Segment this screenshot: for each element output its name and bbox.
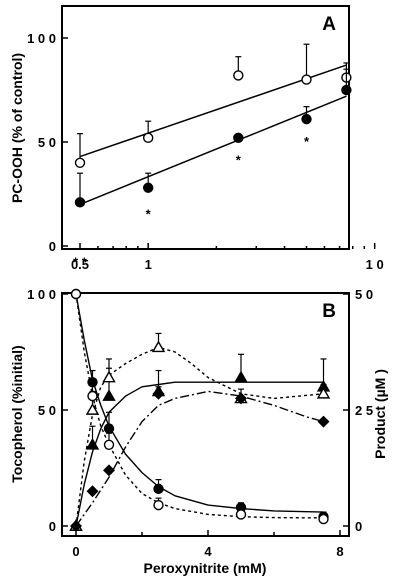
panel-b-x-tick-label: 4 bbox=[204, 544, 212, 559]
panel-b-plot: 0 4 805 01 0 002 55 0 bbox=[27, 287, 373, 559]
panel-b-series-4-point bbox=[317, 415, 330, 428]
panel-a-series-1-point bbox=[142, 182, 154, 193]
panel-b-y-tick-label: 0 bbox=[49, 519, 56, 534]
panel-a-series-0-point bbox=[301, 74, 312, 85]
panel-b-series-3-point bbox=[151, 340, 166, 353]
panel-b-series-1-point bbox=[70, 288, 82, 300]
panel-b-series-3-point bbox=[85, 403, 100, 415]
panel-b-xlabel: Peroxynitrite (mM) bbox=[144, 560, 267, 576]
panel-b: B Tocopherol (%initial) Product (µM ) Pe… bbox=[9, 287, 388, 576]
panel-a-significance-mark: * * bbox=[73, 254, 88, 269]
panel-b-y2label: Product (µM ) bbox=[372, 369, 388, 459]
panel-a-ylabel: PC-OOH (% of control) bbox=[9, 53, 25, 203]
panel-b-series-0-curve bbox=[75, 293, 324, 513]
panel-b-series-4-point bbox=[86, 485, 99, 498]
panel-a-frame bbox=[61, 5, 350, 250]
panel-a-x-tick-label: 1 0 bbox=[366, 257, 384, 272]
panel-a-plot: 0.5 1 1 0 0 5 0 1 0 0 * * * * * bbox=[27, 31, 384, 272]
panel-b-series-4-point bbox=[103, 464, 115, 477]
panel-b-x-tick-label: 0 bbox=[72, 544, 79, 559]
panel-b-series-1-point bbox=[153, 499, 164, 511]
panel-a-series-1-fit-line bbox=[79, 95, 347, 206]
panel-a-y-tick-label: 1 0 0 bbox=[27, 31, 56, 46]
panel-b-series-1-point bbox=[318, 513, 329, 525]
panel-b-series-4-curve bbox=[75, 390, 324, 527]
panel-b-series-1-point bbox=[235, 509, 247, 520]
panel-b-y2-tick-label: 2 5 bbox=[355, 403, 373, 418]
panel-b-series-1-point bbox=[87, 390, 98, 402]
panel-a-y-tick-label: 5 0 bbox=[38, 135, 56, 150]
panel-b-y-tick-label: 5 0 bbox=[38, 403, 56, 418]
panel-b-series-0-point bbox=[87, 376, 98, 388]
panel-a-y-tick-label: 0 bbox=[49, 239, 56, 254]
panel-a-significance-mark: * bbox=[304, 134, 310, 149]
panel-a-series-1-point bbox=[233, 132, 244, 144]
panel-a-label: A bbox=[322, 14, 336, 35]
panel-b-label: B bbox=[322, 301, 336, 322]
panel-b-series-0-point bbox=[103, 423, 115, 434]
panel-a-series-1-point bbox=[301, 113, 312, 125]
panel-a-series-0-point bbox=[233, 70, 244, 81]
panel-b-series-3-point bbox=[102, 370, 116, 383]
panel-b-frame bbox=[61, 292, 350, 537]
panel-a-x-tick-label: 1 bbox=[145, 257, 152, 272]
panel-a-series-1-point bbox=[341, 84, 352, 96]
panel-b-y2-tick-label: 5 0 bbox=[355, 287, 373, 302]
panel-a-series-0-point bbox=[74, 157, 86, 169]
panel-b-series-4-point bbox=[152, 387, 165, 400]
panel-b-series-2-point bbox=[234, 370, 248, 383]
panel-b-series-1-curve bbox=[75, 293, 324, 519]
panel-b-series-2-point bbox=[102, 389, 116, 401]
panel-b-series-2-point bbox=[85, 437, 100, 450]
panel-b-series-2-curve bbox=[75, 381, 324, 527]
panel-b-ylabel: Tocopherol (%initial) bbox=[9, 345, 25, 482]
panel-a-series-1-point bbox=[74, 197, 86, 208]
panel-b-series-4-point bbox=[70, 520, 82, 532]
panel-a-significance-mark: * bbox=[236, 153, 242, 168]
panel-a-x-tick-label: 0.5 bbox=[71, 257, 89, 272]
panel-b-y-tick-label: 1 0 0 bbox=[27, 287, 56, 302]
panel-a-series-0-point bbox=[142, 132, 154, 144]
panel-b-series-4-point bbox=[235, 392, 247, 405]
panel-b-y2-tick-label: 0 bbox=[355, 519, 362, 534]
panel-b-series-1-point bbox=[103, 439, 115, 450]
panel-a: A PC-OOH (% of control) 0.5 1 1 0 0 5 0 1 0 0… bbox=[9, 5, 384, 272]
panel-a-significance-mark: * bbox=[146, 207, 152, 222]
panel-b-series-3-curve bbox=[75, 346, 324, 527]
panel-b-series-0-point bbox=[153, 483, 164, 495]
panel-b-series-3-point bbox=[316, 386, 331, 399]
panel-b-x-tick-label: 8 bbox=[336, 544, 343, 559]
